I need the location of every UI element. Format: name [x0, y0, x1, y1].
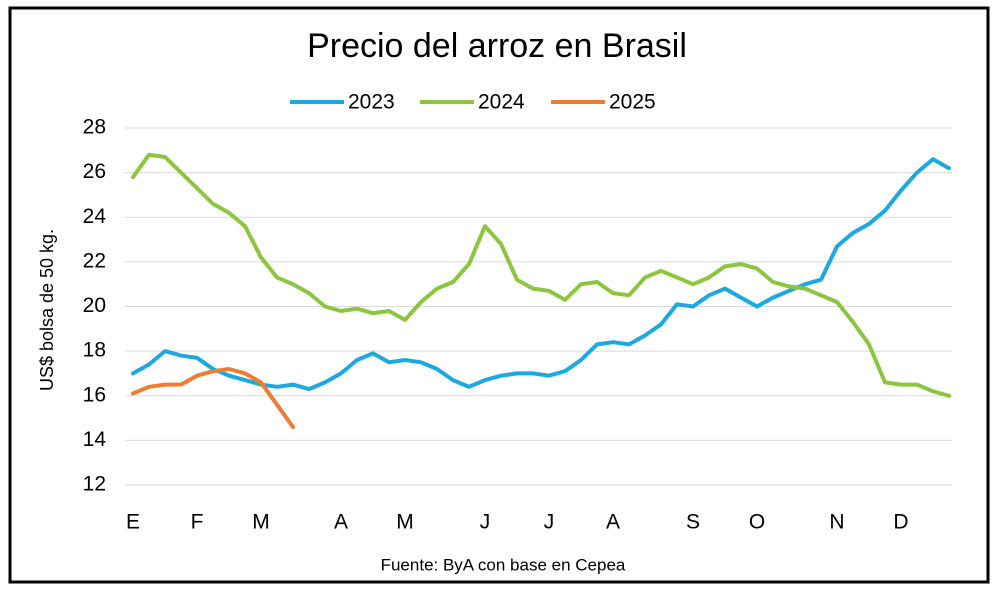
- x-tick-label: M: [396, 511, 414, 534]
- series-line: [131, 152, 951, 398]
- x-tick-label: O: [749, 511, 765, 534]
- x-tick-label: N: [829, 511, 844, 534]
- x-tick-label: E: [126, 511, 140, 534]
- series-line: [131, 367, 295, 429]
- y-tick-label: 16: [83, 383, 106, 406]
- x-tick-label: J: [480, 511, 491, 534]
- series-line: [131, 157, 951, 392]
- x-tick-label: J: [544, 511, 555, 534]
- x-tick-label: A: [606, 511, 620, 534]
- y-tick-label: 18: [83, 339, 106, 362]
- y-tick-label: 26: [83, 160, 106, 183]
- y-tick-label: 22: [83, 249, 106, 272]
- source: Fuente: ByA con base en Cepea: [381, 555, 626, 574]
- y-tick-label: 12: [83, 473, 106, 496]
- x-tick-label: F: [191, 511, 204, 534]
- legend-label: 2023: [348, 91, 395, 114]
- legend-label: 2024: [478, 91, 525, 114]
- y-tick-label: 14: [83, 428, 107, 451]
- y-tick-label: 20: [83, 294, 106, 317]
- y-tick-label: 24: [83, 205, 107, 228]
- legend-label: 2025: [609, 91, 656, 114]
- x-tick-label: A: [334, 511, 348, 534]
- x-tick-label: M: [252, 511, 270, 534]
- y-axis-label: US$ bolsa de 50 kg.: [37, 229, 57, 391]
- y-tick-label: 28: [83, 116, 106, 139]
- x-tick-label: S: [686, 511, 700, 534]
- x-tick-label: D: [893, 511, 908, 534]
- chart-title: Precio del arroz en Brasil: [307, 27, 687, 65]
